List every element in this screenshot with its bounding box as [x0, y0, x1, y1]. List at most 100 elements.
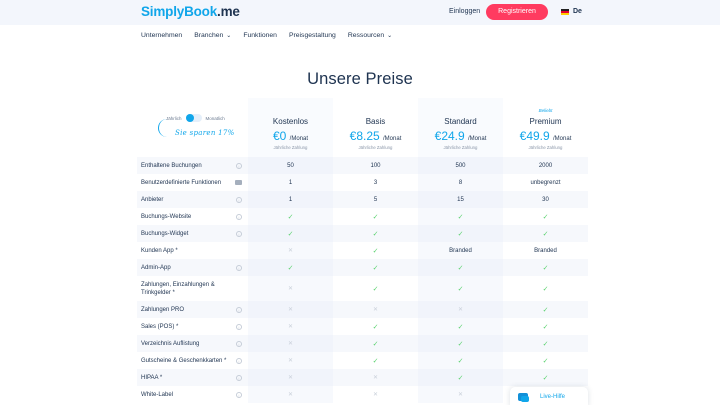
check-cell: ✓: [418, 276, 503, 301]
cross-cell: ✕: [418, 386, 503, 403]
check-cell: ✓: [503, 369, 588, 386]
info-icon[interactable]: i: [236, 213, 242, 220]
main-nav: Unternehmen Branchen ⌄ Funktionen Preisgesta…: [141, 32, 392, 39]
feature-name: Zahlungen, Einzahlungen & Trinkgelder *: [141, 281, 215, 296]
check-icon: ✓: [457, 230, 464, 238]
check-icon: ✓: [542, 285, 549, 293]
check-cell: ✓: [418, 259, 503, 276]
info-icon[interactable]: i: [236, 374, 242, 381]
table-row: Anbieter i 1 5 15 30: [137, 191, 588, 208]
check-cell: ✓: [333, 352, 418, 369]
feature-table: Enthaltene Buchungen i 50 100 500 2000 Benutze…: [137, 157, 588, 403]
plan-name: Premium: [529, 117, 562, 126]
plan-price: €24.9 /Monat: [434, 129, 487, 143]
cross-icon: ✕: [287, 341, 294, 347]
cross-cell: ✕: [248, 301, 333, 318]
feature-name: Gutscheine & Geschenkkarten * i: [137, 352, 248, 369]
plan-price: €49.9 /Monat: [519, 129, 572, 143]
feature-name: Verzeichnis Auflistung i: [137, 335, 248, 352]
language-selector[interactable]: De: [561, 8, 582, 15]
check-icon: ✓: [372, 340, 379, 348]
cross-cell: ✕: [418, 301, 503, 318]
cross-cell: ✕: [333, 301, 418, 318]
check-cell: ✓: [333, 242, 418, 259]
check-cell: ✓: [418, 352, 503, 369]
plan-basis: Basis €8.25 /Monat Jährliche Zahlung: [333, 98, 418, 158]
nav-item-preisgestaltung[interactable]: Preisgestaltung: [289, 32, 336, 39]
switch-knob: [185, 114, 194, 122]
value-cell: 30: [542, 196, 549, 203]
check-cell: ✓: [248, 259, 333, 276]
cross-icon: ✕: [287, 248, 294, 254]
check-cell: ✓: [503, 259, 588, 276]
info-icon[interactable]: i: [236, 306, 242, 313]
info-icon[interactable]: i: [236, 323, 242, 330]
info-icon[interactable]: i: [236, 162, 242, 169]
feature-name: Sales (POS) * i: [137, 318, 248, 335]
cross-icon: ✕: [287, 358, 294, 364]
cross-icon: ✕: [287, 307, 294, 313]
nav-item-ressourcen[interactable]: Ressourcen ⌄: [348, 32, 392, 39]
arrow-curve-icon: [158, 119, 170, 137]
register-button[interactable]: Registrieren: [486, 4, 548, 20]
check-cell: ✓: [418, 335, 503, 352]
value-cell: 2000: [538, 162, 553, 169]
check-icon: ✓: [542, 323, 549, 331]
table-row: Buchungs-Website i ✓ ✓ ✓ ✓: [137, 208, 588, 225]
value-cell: 500: [418, 157, 503, 174]
yearly-label[interactable]: Jährlich: [166, 115, 182, 121]
table-row: HIPAA * i ✕ ✕ ✓ ✓: [137, 369, 588, 386]
nav-item-label: Preisgestaltung: [288, 32, 336, 39]
info-icon[interactable]: i: [236, 230, 242, 237]
cross-cell: ✕: [248, 352, 333, 369]
cross-icon: ✕: [457, 307, 464, 313]
feature-name: Benutzerdefinierte Funktionen: [137, 174, 248, 191]
video-icon[interactable]: [235, 180, 242, 185]
check-icon: ✓: [542, 306, 549, 314]
check-icon: ✓: [372, 357, 379, 365]
info-icon[interactable]: i: [236, 340, 242, 347]
check-icon: ✓: [542, 374, 549, 382]
info-icon[interactable]: i: [236, 357, 242, 364]
value-cell: Branded: [534, 247, 557, 254]
info-icon[interactable]: i: [236, 196, 242, 203]
cross-icon: ✕: [372, 307, 379, 313]
check-icon: ✓: [542, 340, 549, 348]
nav-item-funktionen[interactable]: Funktionen: [243, 32, 277, 39]
table-row: Kunden App * ✕ ✓ Branded Branded: [137, 242, 588, 259]
cross-icon: ✕: [457, 392, 464, 398]
logo[interactable]: SimplyBook.me: [141, 4, 240, 19]
check-icon: ✓: [542, 357, 549, 365]
check-cell: ✓: [503, 208, 588, 225]
check-cell: ✓: [503, 276, 588, 301]
chevron-down-icon: ⌄: [387, 33, 393, 39]
value-cell: 8: [418, 174, 503, 191]
value-cell: Branded: [418, 242, 503, 259]
check-icon: ✓: [457, 374, 464, 382]
feature-name: Anbieter i: [137, 191, 248, 208]
plan-name: Basis: [365, 117, 386, 126]
plan-headers: Kostenlos €0 /Monat Jährliche Zahlung Basis…: [248, 98, 588, 158]
check-cell: ✓: [333, 208, 418, 225]
page-title: Unsere Preise: [307, 70, 413, 88]
info-icon[interactable]: i: [236, 264, 242, 271]
login-link[interactable]: Einloggen: [449, 8, 481, 15]
table-row: Gutscheine & Geschenkkarten * i ✕ ✓ ✓ ✓: [137, 352, 588, 369]
billing-note: Jährliche Zahlung: [273, 145, 308, 150]
cross-cell: ✕: [248, 369, 333, 386]
check-icon: ✓: [287, 264, 294, 272]
table-row: Admin-App i ✓ ✓ ✓ ✓: [137, 259, 588, 276]
nav-item-unternehmen[interactable]: Unternehmen: [141, 32, 182, 39]
nav-item-branchen[interactable]: Branchen ⌄: [194, 32, 231, 39]
plan-standard: Standard €24.9 /Monat Jährliche Zahlung: [418, 98, 503, 158]
german-flag-icon: [561, 8, 569, 15]
info-icon[interactable]: i: [236, 391, 242, 398]
monthly-label[interactable]: Monatlich: [205, 115, 225, 121]
live-help-button[interactable]: Live-Hilfe: [510, 387, 588, 405]
check-icon: ✓: [287, 230, 294, 238]
plan-name: Standard: [444, 117, 477, 126]
check-cell: ✓: [333, 259, 418, 276]
billing-switch[interactable]: [185, 114, 202, 122]
check-cell: ✓: [333, 318, 418, 335]
